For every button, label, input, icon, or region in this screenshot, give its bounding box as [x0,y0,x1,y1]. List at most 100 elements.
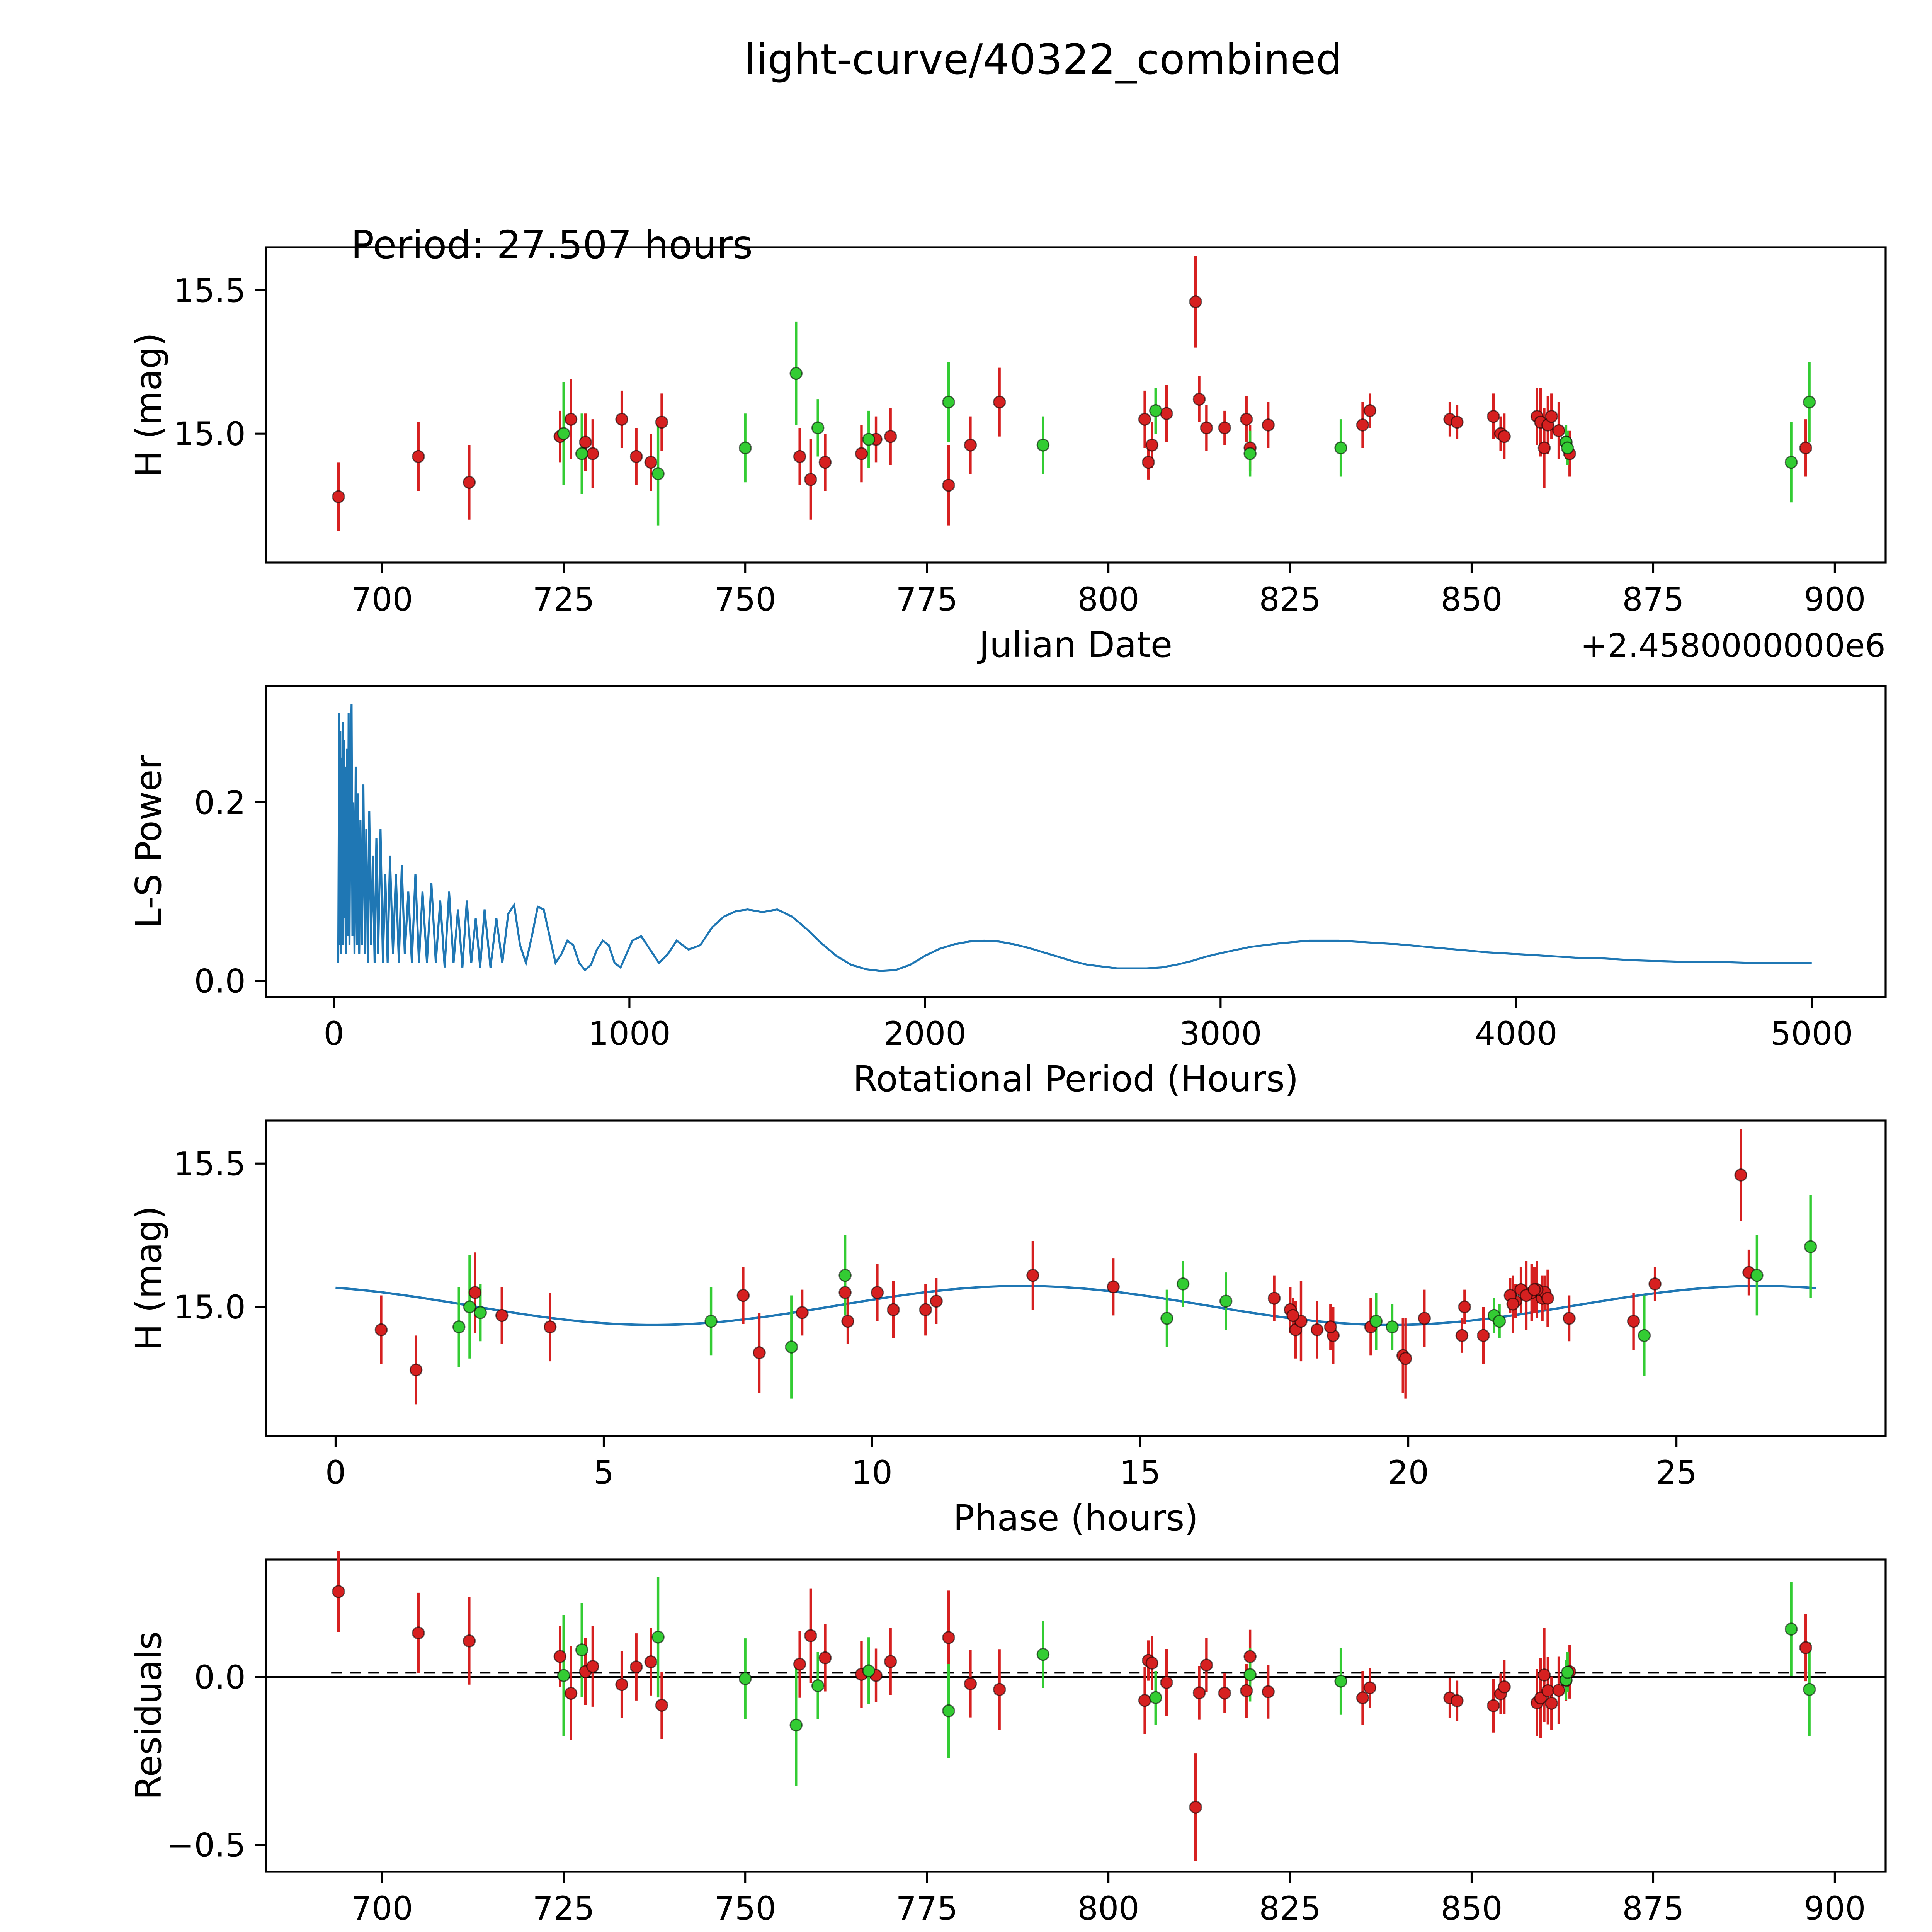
data-point [1563,1312,1576,1325]
data-point [1369,1315,1383,1328]
x-tick-label: 750 [714,580,776,618]
figure-title: light-curve/40322_combined [744,36,1342,84]
x-tick-label: 775 [896,1889,957,1927]
data-point [468,1286,482,1299]
data-point [789,1718,803,1732]
data-point [1750,1269,1764,1282]
x-tick-label: 850 [1440,1889,1502,1927]
data-point [629,450,643,463]
data-point [1200,421,1213,435]
x-tick-label: 825 [1259,1889,1321,1927]
data-point [332,1585,345,1598]
data-point [1189,295,1202,308]
data-point [1545,410,1558,423]
data-point [557,427,570,440]
data-point [1386,1320,1399,1333]
data-point [855,447,868,460]
data-point [1541,1684,1554,1697]
data-point [463,1300,476,1313]
x-tick-label: 750 [714,1889,776,1927]
data-point [615,1678,628,1691]
data-point [1561,441,1574,455]
data-point [1240,413,1253,426]
data-point [1804,1240,1817,1253]
data-point [463,476,476,489]
data-point [655,1699,668,1712]
data-point [942,395,955,409]
data-point [818,1651,832,1665]
data-point [1537,441,1551,455]
data-point [1107,1280,1120,1294]
y-tick-label: −0.5 [167,1826,246,1864]
data-point [1218,421,1231,435]
data-point [1334,441,1347,455]
axes-frame [265,1119,1887,1437]
data-point [736,1289,750,1302]
data-point [644,1655,658,1668]
data-point [818,456,832,469]
data-point [1455,1329,1469,1342]
data-point [1243,1650,1257,1663]
data-point [463,1634,476,1648]
data-point [655,415,668,429]
data-point [412,450,425,463]
data-point [1803,1683,1816,1696]
data-point [1310,1323,1324,1337]
x-tick-label: 25 [1656,1454,1697,1492]
y-tick-label: 15.0 [173,1288,246,1326]
data-point [1142,456,1155,469]
data-point [1200,1658,1213,1672]
x-tick-label: 725 [533,580,595,618]
data-point [838,1269,852,1282]
y-axis-label: H (mag) [128,1206,169,1351]
x-tick-label: 800 [1077,1889,1139,1927]
data-point [1334,1675,1347,1688]
data-point [1561,1666,1574,1679]
data-point [1160,1312,1173,1325]
data-point [738,441,752,455]
data-point [804,1629,817,1643]
x-tick-label: 1000 [588,1015,671,1053]
data-point [1627,1315,1640,1328]
data-point [1399,1352,1412,1365]
data-point [1451,415,1464,429]
y-tick-label: 0.0 [194,1658,246,1696]
y-tick-label: 15.0 [173,415,246,453]
panel-periodogram: 0 1000 2000 3000 4000 5000 0.0 0.2 Rotational Pe… [128,685,1887,1100]
axes-frame [265,1558,1887,1873]
data-point [919,1303,932,1316]
data-point [1138,413,1151,426]
data-point [1219,1294,1233,1308]
data-point [332,490,345,503]
y-axis-label: L-S Power [128,755,169,929]
x-tick-label: 825 [1259,580,1321,618]
data-point [412,1626,425,1639]
data-point [1451,1694,1464,1708]
data-point [1160,407,1173,420]
data-point [553,1650,567,1663]
period-annotation: Period: 27.507 hours [351,222,753,267]
data-point [1498,430,1511,443]
data-point [942,478,955,492]
data-point [1799,1641,1813,1655]
x-tick-label: 875 [1622,580,1684,618]
data-point [789,367,803,380]
data-point [871,1286,884,1299]
data-point [884,1655,897,1668]
data-point [1324,1320,1337,1333]
x-tick-label: 700 [351,580,413,618]
data-point [495,1309,509,1322]
x-tick-label: 4000 [1475,1015,1558,1053]
x-tick-label: 850 [1440,580,1502,618]
x-tick-label: 800 [1077,580,1139,618]
x-tick-label: 875 [1622,1889,1684,1927]
data-point [862,433,876,446]
data-point [651,1630,665,1644]
data-point [1493,1315,1506,1328]
data-point [1803,395,1816,409]
data-point [930,1294,943,1308]
data-point [452,1320,466,1333]
data-point [651,467,665,480]
data-point [704,1315,718,1328]
